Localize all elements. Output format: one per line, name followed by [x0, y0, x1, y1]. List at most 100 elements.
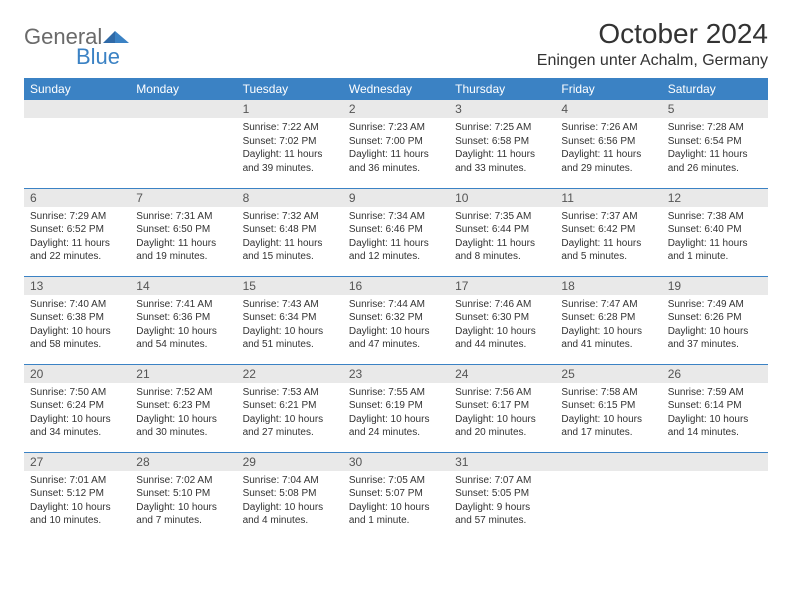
day-number-bar: 11 — [555, 189, 661, 207]
daylight-text: Daylight: 11 hours and 33 minutes. — [455, 148, 549, 175]
day-cell: 27Sunrise: 7:01 AMSunset: 5:12 PMDayligh… — [24, 452, 130, 540]
daylight-text: Daylight: 10 hours and 30 minutes. — [136, 413, 230, 440]
day-cell: 9Sunrise: 7:34 AMSunset: 6:46 PMDaylight… — [343, 188, 449, 276]
daylight-text: Daylight: 10 hours and 24 minutes. — [349, 413, 443, 440]
weekday-header: Saturday — [662, 78, 768, 100]
day-details: Sunrise: 7:04 AMSunset: 5:08 PMDaylight:… — [237, 471, 343, 532]
day-number-bar: 24 — [449, 365, 555, 383]
day-cell: 2Sunrise: 7:23 AMSunset: 7:00 PMDaylight… — [343, 100, 449, 188]
sunrise-text: Sunrise: 7:31 AM — [136, 210, 230, 224]
sunrise-text: Sunrise: 7:07 AM — [455, 474, 549, 488]
day-details: Sunrise: 7:02 AMSunset: 5:10 PMDaylight:… — [130, 471, 236, 532]
sunset-text: Sunset: 6:30 PM — [455, 311, 549, 325]
daylight-text: Daylight: 11 hours and 36 minutes. — [349, 148, 443, 175]
day-cell: 7Sunrise: 7:31 AMSunset: 6:50 PMDaylight… — [130, 188, 236, 276]
sunrise-text: Sunrise: 7:22 AM — [243, 121, 337, 135]
daylight-text: Daylight: 11 hours and 5 minutes. — [561, 237, 655, 264]
sunrise-text: Sunrise: 7:25 AM — [455, 121, 549, 135]
sunrise-text: Sunrise: 7:52 AM — [136, 386, 230, 400]
sunrise-text: Sunrise: 7:02 AM — [136, 474, 230, 488]
day-number-bar: 27 — [24, 453, 130, 471]
sunset-text: Sunset: 6:40 PM — [668, 223, 762, 237]
sunrise-text: Sunrise: 7:23 AM — [349, 121, 443, 135]
sunrise-text: Sunrise: 7:35 AM — [455, 210, 549, 224]
sunset-text: Sunset: 6:19 PM — [349, 399, 443, 413]
daylight-text: Daylight: 10 hours and 7 minutes. — [136, 501, 230, 528]
daylight-text: Daylight: 10 hours and 27 minutes. — [243, 413, 337, 440]
day-number-bar: 9 — [343, 189, 449, 207]
sunrise-text: Sunrise: 7:28 AM — [668, 121, 762, 135]
day-cell: 11Sunrise: 7:37 AMSunset: 6:42 PMDayligh… — [555, 188, 661, 276]
sunrise-text: Sunrise: 7:44 AM — [349, 298, 443, 312]
week-row: 27Sunrise: 7:01 AMSunset: 5:12 PMDayligh… — [24, 452, 768, 540]
day-number-bar: 17 — [449, 277, 555, 295]
sunrise-text: Sunrise: 7:50 AM — [30, 386, 124, 400]
daylight-text: Daylight: 11 hours and 15 minutes. — [243, 237, 337, 264]
header: GeneralBlue October 2024 Eningen unter A… — [24, 18, 768, 70]
day-number-bar — [24, 100, 130, 118]
sunrise-text: Sunrise: 7:47 AM — [561, 298, 655, 312]
daylight-text: Daylight: 10 hours and 4 minutes. — [243, 501, 337, 528]
sunset-text: Sunset: 5:05 PM — [455, 487, 549, 501]
day-number-bar: 5 — [662, 100, 768, 118]
day-details: Sunrise: 7:26 AMSunset: 6:56 PMDaylight:… — [555, 118, 661, 179]
weekday-header: Wednesday — [343, 78, 449, 100]
sunset-text: Sunset: 6:28 PM — [561, 311, 655, 325]
day-number-bar: 6 — [24, 189, 130, 207]
daylight-text: Daylight: 11 hours and 26 minutes. — [668, 148, 762, 175]
day-number-bar — [555, 453, 661, 471]
sunrise-text: Sunrise: 7:46 AM — [455, 298, 549, 312]
sunset-text: Sunset: 6:34 PM — [243, 311, 337, 325]
day-cell: 4Sunrise: 7:26 AMSunset: 6:56 PMDaylight… — [555, 100, 661, 188]
sunrise-text: Sunrise: 7:26 AM — [561, 121, 655, 135]
sunrise-text: Sunrise: 7:49 AM — [668, 298, 762, 312]
month-title: October 2024 — [537, 18, 768, 50]
day-cell: 18Sunrise: 7:47 AMSunset: 6:28 PMDayligh… — [555, 276, 661, 364]
daylight-text: Daylight: 11 hours and 8 minutes. — [455, 237, 549, 264]
sunrise-text: Sunrise: 7:59 AM — [668, 386, 762, 400]
day-number-bar: 22 — [237, 365, 343, 383]
sunset-text: Sunset: 6:36 PM — [136, 311, 230, 325]
sunset-text: Sunset: 6:32 PM — [349, 311, 443, 325]
day-number-bar: 13 — [24, 277, 130, 295]
day-details: Sunrise: 7:59 AMSunset: 6:14 PMDaylight:… — [662, 383, 768, 444]
location-label: Eningen unter Achalm, Germany — [537, 52, 768, 70]
day-details: Sunrise: 7:31 AMSunset: 6:50 PMDaylight:… — [130, 207, 236, 268]
day-cell — [24, 100, 130, 188]
sunset-text: Sunset: 7:02 PM — [243, 135, 337, 149]
sunset-text: Sunset: 6:38 PM — [30, 311, 124, 325]
daylight-text: Daylight: 10 hours and 41 minutes. — [561, 325, 655, 352]
day-details: Sunrise: 7:28 AMSunset: 6:54 PMDaylight:… — [662, 118, 768, 179]
weekday-header: Friday — [555, 78, 661, 100]
day-cell: 19Sunrise: 7:49 AMSunset: 6:26 PMDayligh… — [662, 276, 768, 364]
sunrise-text: Sunrise: 7:58 AM — [561, 386, 655, 400]
sunset-text: Sunset: 6:50 PM — [136, 223, 230, 237]
week-row: 13Sunrise: 7:40 AMSunset: 6:38 PMDayligh… — [24, 276, 768, 364]
day-number-bar: 23 — [343, 365, 449, 383]
sunset-text: Sunset: 5:10 PM — [136, 487, 230, 501]
day-cell: 14Sunrise: 7:41 AMSunset: 6:36 PMDayligh… — [130, 276, 236, 364]
day-number-bar: 2 — [343, 100, 449, 118]
sunset-text: Sunset: 6:44 PM — [455, 223, 549, 237]
day-number-bar: 21 — [130, 365, 236, 383]
sunset-text: Sunset: 6:42 PM — [561, 223, 655, 237]
day-cell: 6Sunrise: 7:29 AMSunset: 6:52 PMDaylight… — [24, 188, 130, 276]
day-number-bar: 28 — [130, 453, 236, 471]
day-details: Sunrise: 7:58 AMSunset: 6:15 PMDaylight:… — [555, 383, 661, 444]
day-number-bar: 3 — [449, 100, 555, 118]
day-number-bar: 15 — [237, 277, 343, 295]
day-number-bar: 26 — [662, 365, 768, 383]
day-details: Sunrise: 7:34 AMSunset: 6:46 PMDaylight:… — [343, 207, 449, 268]
day-cell: 8Sunrise: 7:32 AMSunset: 6:48 PMDaylight… — [237, 188, 343, 276]
day-cell: 3Sunrise: 7:25 AMSunset: 6:58 PMDaylight… — [449, 100, 555, 188]
day-number-bar — [662, 453, 768, 471]
daylight-text: Daylight: 10 hours and 34 minutes. — [30, 413, 124, 440]
day-details: Sunrise: 7:47 AMSunset: 6:28 PMDaylight:… — [555, 295, 661, 356]
day-cell: 22Sunrise: 7:53 AMSunset: 6:21 PMDayligh… — [237, 364, 343, 452]
daylight-text: Daylight: 11 hours and 19 minutes. — [136, 237, 230, 264]
daylight-text: Daylight: 10 hours and 47 minutes. — [349, 325, 443, 352]
day-number-bar: 1 — [237, 100, 343, 118]
sunrise-text: Sunrise: 7:55 AM — [349, 386, 443, 400]
logo: GeneralBlue — [24, 24, 129, 70]
day-number-bar — [130, 100, 236, 118]
